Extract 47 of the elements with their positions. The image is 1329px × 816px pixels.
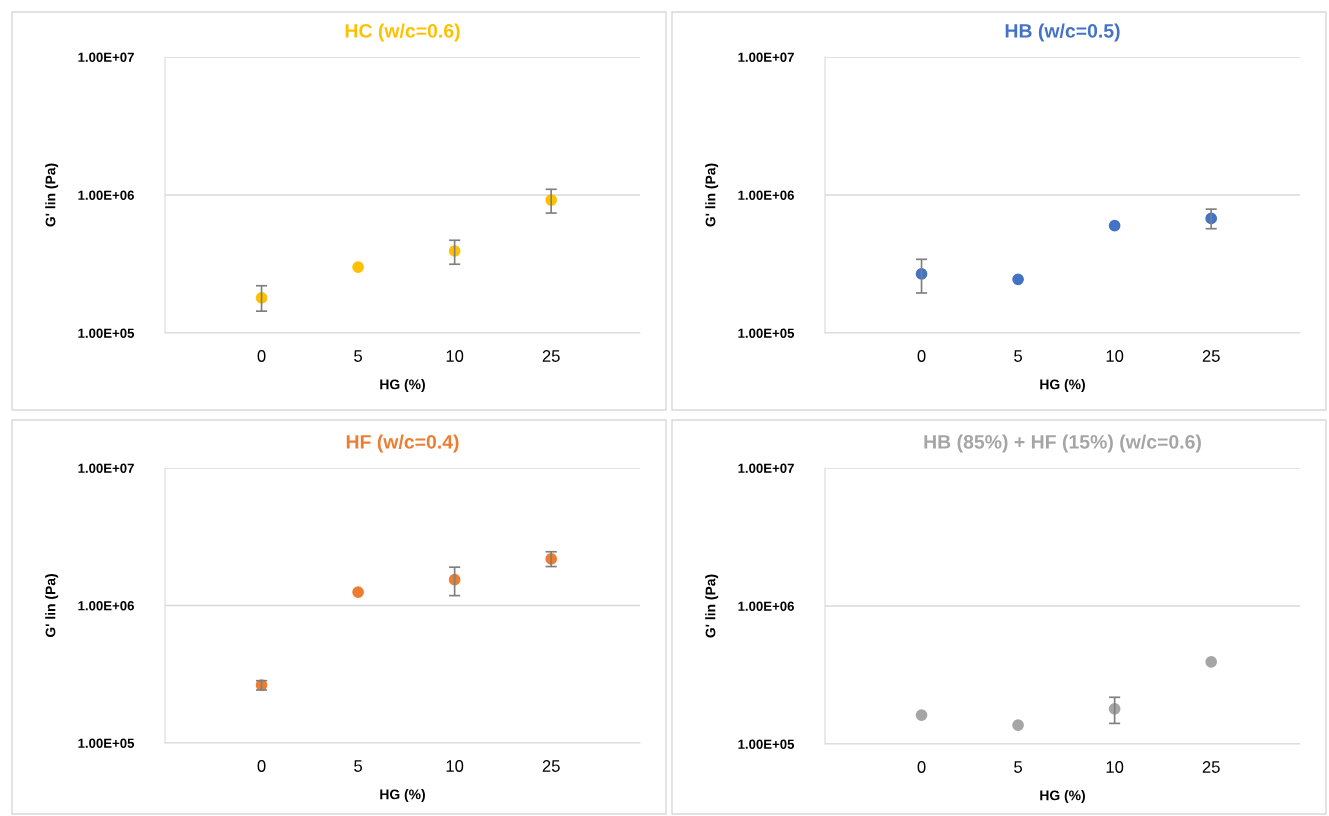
- point: [1205, 655, 1218, 668]
- x-tick-label: 25: [1202, 761, 1220, 773]
- point: [1012, 273, 1024, 286]
- x-axis-title: HG (%): [1040, 379, 1085, 393]
- y-tick-label: 1.00E+07: [738, 52, 794, 62]
- x-tick-label: 10: [446, 760, 464, 772]
- x-tick-label: 25: [542, 760, 560, 772]
- x-tick-label: 5: [354, 760, 363, 772]
- point: [1108, 219, 1121, 232]
- x-tick-label: 0: [257, 350, 266, 362]
- y-tick-label: 1.00E+06: [738, 601, 794, 611]
- y-tick-label: 1.00E+07: [78, 463, 134, 473]
- x-tick-label: 0: [257, 760, 266, 772]
- y-tick-label: 1.00E+06: [78, 190, 134, 200]
- x-tick-label: 0: [917, 350, 926, 362]
- chart-title: HB (85%) + HF (15%) (w/c=0.6): [924, 434, 1201, 453]
- y-tick-label: 1.00E+07: [738, 463, 794, 473]
- x-tick-label: 10: [1106, 350, 1124, 362]
- x-axis-title: HG (%): [380, 789, 425, 803]
- y-tick-label: 1.00E+06: [738, 190, 794, 200]
- x-tick-label: 25: [542, 350, 560, 362]
- y-axis-title: G' lin (Pa): [45, 574, 59, 638]
- y-axis-title: G' lin (Pa): [45, 163, 59, 227]
- point: [1012, 719, 1024, 731]
- y-tick-label: 1.00E+05: [78, 328, 135, 338]
- y-axis-title: G' lin (Pa): [705, 574, 719, 638]
- x-tick-label: 10: [446, 350, 464, 362]
- y-axis-title: G' lin (Pa): [705, 163, 719, 227]
- x-tick-label: 5: [1014, 350, 1023, 362]
- point: [915, 709, 928, 721]
- x-tick-label: 5: [354, 350, 363, 362]
- point: [352, 261, 364, 274]
- x-tick-label: 0: [917, 761, 926, 773]
- x-axis-title: HG (%): [380, 379, 425, 393]
- x-tick-label: 5: [1014, 761, 1023, 773]
- chart-title: HF (w/c=0.4): [346, 434, 459, 453]
- x-axis-title: HG (%): [1040, 790, 1085, 804]
- x-tick-label: 25: [1202, 350, 1220, 362]
- y-tick-label: 1.00E+06: [78, 601, 134, 611]
- y-tick-label: 1.00E+05: [78, 738, 135, 748]
- y-tick-label: 1.00E+07: [78, 52, 134, 62]
- x-tick-label: 10: [1106, 761, 1124, 773]
- chart-title: HC (w/c=0.6): [345, 23, 460, 42]
- y-tick-label: 1.00E+05: [738, 739, 795, 749]
- y-tick-label: 1.00E+05: [738, 328, 795, 338]
- point: [352, 586, 364, 599]
- chart-title: HB (w/c=0.5): [1005, 23, 1120, 42]
